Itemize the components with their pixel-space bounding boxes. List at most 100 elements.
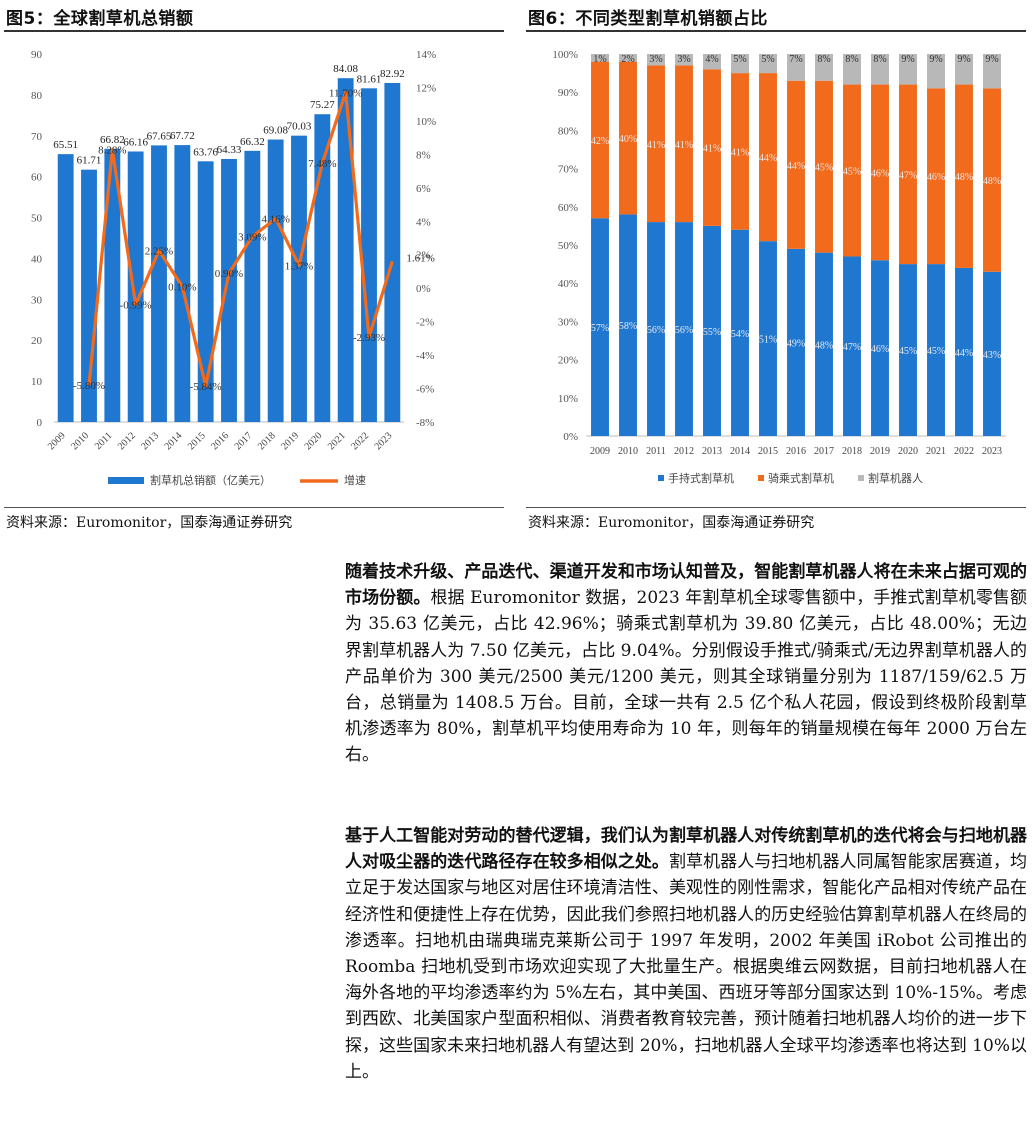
x-axis-tick-label: 2017 (814, 446, 834, 457)
segment-value-label: 44% (787, 161, 805, 172)
x-axis-tick-label: 2011 (93, 430, 115, 452)
segment-value-label: 42% (591, 136, 609, 147)
stack-segment-2-2013 (703, 69, 721, 226)
stack-segment-1-2016 (787, 248, 805, 436)
segment-value-label: 5% (761, 54, 774, 65)
y2-axis-tick-label: 2% (416, 250, 431, 262)
bar-2020 (314, 114, 331, 422)
y-axis-tick-label: 70% (558, 164, 578, 176)
growth-value-label: 1.61% (406, 252, 434, 264)
growth-value-label: 0.90% (215, 268, 243, 280)
bar-2019 (291, 135, 307, 422)
stack-segment-3-2022 (955, 54, 973, 85)
y-axis-tick-label: 0% (563, 431, 578, 443)
legend-bar-swatch (108, 477, 144, 484)
stack-segment-3-2017 (815, 54, 833, 81)
bar-2016 (221, 158, 237, 422)
y2-axis-tick-label: 4% (416, 216, 431, 228)
x-axis-tick-label: 2010 (69, 430, 91, 452)
y-axis-tick-label: 90 (31, 49, 43, 61)
legend-swatch (658, 475, 664, 481)
stack-segment-1-2018 (843, 256, 861, 436)
segment-value-label: 57% (591, 323, 609, 334)
bar-value-label: 82.92 (380, 68, 405, 80)
segment-value-label: 2% (621, 54, 634, 65)
bar-value-label: 67.72 (170, 130, 195, 142)
y-axis-tick-label: 70 (31, 131, 43, 143)
bar-2021 (337, 78, 354, 422)
stack-segment-3-2009 (591, 54, 609, 62)
bar-value-label: 66.82 (100, 134, 125, 146)
segment-value-label: 9% (929, 54, 942, 65)
growth-value-label: 7.48% (308, 158, 336, 170)
segment-value-label: 9% (985, 54, 998, 65)
stack-segment-3-2021 (927, 54, 945, 89)
stack-segment-3-2013 (703, 54, 721, 70)
x-axis-tick-label: 2012 (674, 446, 694, 457)
segment-value-label: 43% (983, 350, 1001, 361)
bar-2009 (57, 154, 74, 422)
x-axis-tick-label: 2013 (702, 446, 722, 457)
segment-value-label: 5% (733, 54, 746, 65)
stack-segment-1-2010 (619, 214, 637, 436)
y-axis-tick-label: 0 (37, 417, 43, 429)
figure5-source: 资料来源：Euromonitor，国泰海通证券研究 (6, 515, 293, 531)
bar-2023 (384, 82, 401, 422)
figure5-top-rule (4, 30, 504, 32)
segment-value-label: 8% (845, 54, 858, 65)
segment-value-label: 56% (647, 325, 665, 336)
bar-2018 (267, 139, 284, 422)
stack-segment-3-2023 (983, 54, 1001, 89)
segment-value-label: 40% (619, 134, 637, 145)
stack-segment-1-2013 (703, 225, 721, 436)
bar-2022 (361, 88, 377, 422)
growth-value-label: 0.10% (168, 282, 196, 294)
stack-segment-1-2017 (815, 252, 833, 436)
x-axis-tick-label: 2020 (898, 446, 918, 457)
stack-segment-1-2020 (899, 264, 917, 436)
y-axis-tick-label: 10 (31, 376, 43, 388)
paragraph-1: 随着技术升级、产品迭代、渠道开发和市场认知普及，智能割草机器人将在未来占据可观的… (345, 559, 1027, 769)
x-axis-tick-label: 2018 (256, 430, 278, 452)
segment-value-label: 45% (899, 346, 917, 357)
segment-value-label: 58% (619, 321, 637, 332)
y-axis-tick-label: 20% (558, 355, 578, 367)
stack-segment-2-2011 (647, 65, 665, 223)
segment-value-label: 44% (955, 348, 973, 359)
segment-value-label: 3% (677, 54, 690, 65)
stack-segment-1-2019 (871, 260, 889, 436)
stack-segment-3-2015 (759, 54, 777, 74)
paragraph-2: 基于人工智能对劳动的替代逻辑，我们认为割草机器人对传统割草机的迭代将会与扫地机器… (345, 823, 1027, 1085)
y-axis-tick-label: 90% (558, 87, 578, 99)
growth-value-label: 8.28% (98, 145, 126, 157)
segment-value-label: 56% (675, 325, 693, 336)
x-axis-tick-label: 2016 (786, 446, 806, 457)
y-axis-tick-label: 60% (558, 202, 578, 214)
y2-axis-tick-label: -6% (416, 384, 434, 396)
segment-value-label: 9% (957, 54, 970, 65)
figure6-chart: 0% 10% 20% 30% 40% 50% 60% 70% 80% 90% 100% 57% 42% 1… (552, 49, 1006, 485)
segment-value-label: 49% (787, 338, 805, 349)
figure5-title: 图5：全球割草机总销额 (6, 9, 194, 29)
x-axis-tick-label: 2023 (373, 430, 395, 452)
y-axis-tick-label: 20 (31, 335, 43, 347)
legend-label: 割草机器人 (868, 471, 923, 485)
legend-label: 骑乘式割草机 (768, 471, 834, 485)
segment-value-label: 4% (705, 54, 718, 65)
stack-segment-2-2010 (619, 61, 637, 215)
segment-value-label: 51% (759, 335, 777, 346)
x-axis-tick-label: 2010 (618, 446, 638, 457)
stack-segment-3-2014 (731, 54, 749, 74)
segment-value-label: 44% (759, 153, 777, 164)
x-axis-tick-label: 2015 (186, 430, 208, 452)
stack-segment-2-2019 (871, 84, 889, 261)
stack-segment-2-2022 (955, 84, 973, 268)
growth-value-label: 4.16% (261, 214, 289, 226)
x-axis-tick-label: 2019 (279, 430, 301, 452)
x-axis-tick-label: 2018 (842, 446, 862, 457)
x-axis-tick-label: 2014 (730, 446, 750, 457)
y2-axis-tick-label: -2% (416, 317, 434, 329)
y2-axis-tick-label: 14% (416, 49, 436, 61)
x-axis-tick-label: 2022 (349, 430, 371, 452)
y-axis-tick-label: 50 (31, 213, 43, 225)
